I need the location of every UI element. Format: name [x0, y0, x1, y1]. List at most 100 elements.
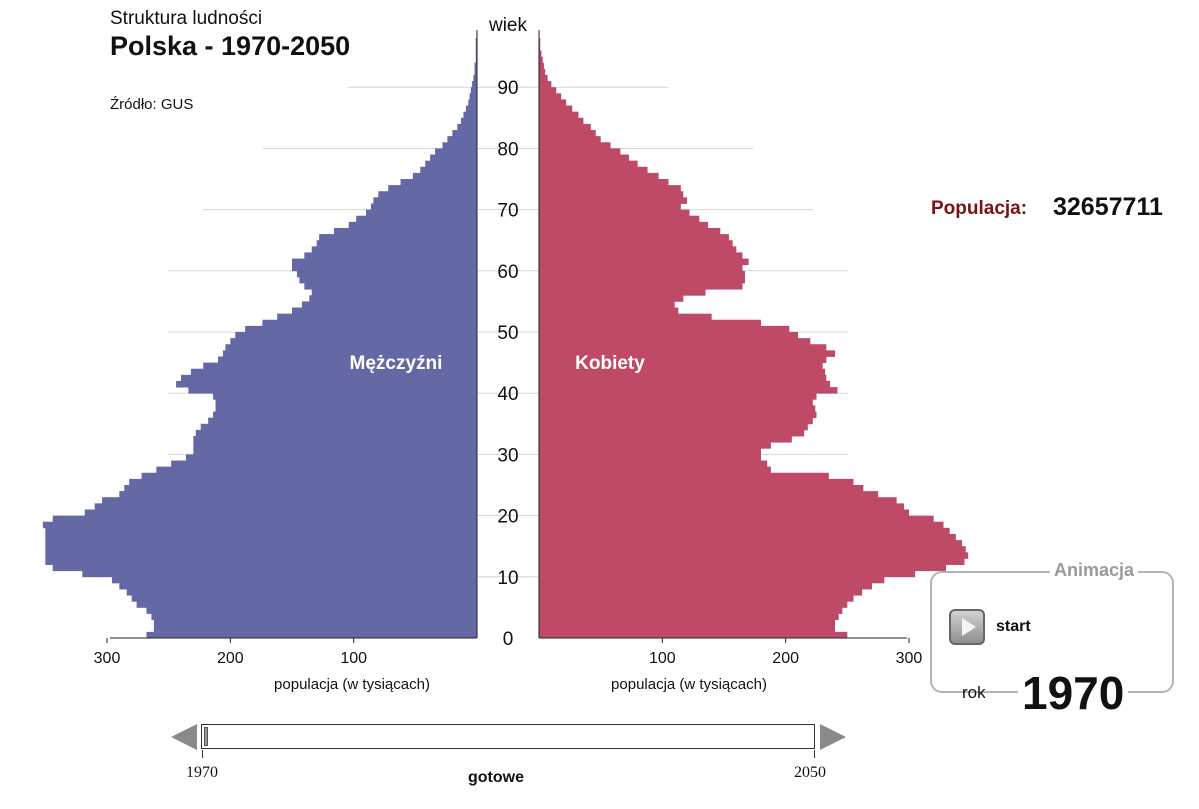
- bar-men: [470, 87, 477, 94]
- bar-women: [539, 356, 827, 363]
- bar-men: [45, 552, 477, 559]
- bar-women: [539, 374, 827, 382]
- bar-women: [539, 466, 771, 474]
- bar-women: [539, 472, 829, 480]
- bar-men: [309, 295, 477, 302]
- bar-men: [146, 607, 478, 614]
- bar-men: [292, 258, 477, 266]
- bar-women: [539, 589, 863, 596]
- bar-women: [539, 209, 690, 217]
- bar-women: [539, 515, 934, 523]
- bar-women: [539, 540, 963, 547]
- bar-men: [84, 509, 477, 516]
- bar-women: [539, 191, 684, 198]
- bar-men: [193, 442, 477, 449]
- bar-women: [539, 387, 838, 394]
- bar-men: [452, 130, 477, 137]
- slider-prev-arrow-icon[interactable]: [171, 724, 197, 750]
- bar-women: [539, 87, 557, 94]
- slider-end-tick: [814, 750, 815, 758]
- bar-women: [539, 62, 544, 70]
- play-button[interactable]: [949, 609, 985, 645]
- bar-men: [475, 56, 477, 64]
- bar-men: [333, 227, 477, 235]
- slider-min-label: 1970: [186, 764, 218, 781]
- bar-men: [319, 234, 477, 241]
- bar-women: [539, 93, 562, 100]
- bar-men: [195, 429, 477, 437]
- bar-women: [539, 576, 885, 584]
- bar-women: [539, 478, 854, 486]
- bar-women: [539, 460, 768, 468]
- bar-women: [539, 368, 826, 376]
- bar-men: [435, 148, 477, 155]
- animation-title: Animacja: [1050, 560, 1139, 581]
- bar-women: [539, 295, 684, 302]
- bar-men: [469, 93, 477, 100]
- bar-men: [370, 203, 477, 210]
- chart-subtitle: Struktura ludności: [110, 8, 263, 29]
- bar-men: [412, 172, 477, 180]
- bar-women: [539, 595, 854, 602]
- bar-women: [539, 497, 897, 504]
- bar-men: [82, 570, 478, 578]
- bar-men: [215, 405, 477, 412]
- bar-women: [539, 399, 813, 406]
- bar-men: [373, 197, 477, 204]
- bar-men: [222, 350, 477, 357]
- bar-women: [539, 564, 946, 572]
- bar-women: [539, 423, 808, 431]
- animation-panel: Animacja start rok 1970: [930, 560, 1174, 719]
- bar-men: [213, 393, 478, 400]
- bar-men: [176, 380, 477, 388]
- bar-men: [311, 246, 477, 253]
- bar-men: [129, 478, 477, 486]
- bar-women: [539, 142, 611, 149]
- bar-men: [299, 276, 477, 284]
- bar-men: [45, 540, 477, 547]
- annotation-men: Mężczyźni: [350, 353, 443, 374]
- bar-women: [539, 313, 712, 321]
- bar-women: [539, 448, 761, 455]
- bar-men: [292, 307, 477, 315]
- population-value: 32657711: [1053, 193, 1163, 221]
- bar-men: [348, 221, 477, 229]
- year-value: 1970: [1018, 667, 1129, 719]
- year-slider[interactable]: [201, 724, 815, 749]
- bar-women: [539, 533, 956, 541]
- bar-women: [539, 601, 848, 608]
- bar-men: [442, 142, 477, 149]
- bar-men: [366, 209, 477, 217]
- bar-women: [539, 99, 567, 106]
- bar-men: [430, 154, 477, 162]
- xaxis-title-right: populacja (w tysiącach): [611, 676, 767, 693]
- age-tick-label: 20: [497, 507, 518, 528]
- bar-women: [539, 227, 721, 235]
- bar-women: [539, 179, 669, 186]
- bar-women: [539, 68, 546, 76]
- xtick-label-right: 300: [896, 650, 923, 667]
- bar-women: [539, 240, 733, 247]
- bar-women: [539, 130, 596, 137]
- bar-men: [102, 497, 478, 504]
- bar-men: [304, 252, 477, 259]
- bar-men: [52, 564, 477, 572]
- bar-men: [304, 283, 477, 290]
- bar-women: [539, 117, 584, 125]
- xtick-label-left: 300: [94, 650, 121, 667]
- bar-men: [124, 485, 478, 492]
- xaxis-title-left: populacja (w tysiącach): [274, 676, 430, 693]
- bar-men: [52, 515, 477, 523]
- slider-thumb[interactable]: [204, 727, 208, 746]
- bar-women: [539, 270, 745, 278]
- slider-next-arrow-icon[interactable]: [820, 724, 846, 750]
- bar-men: [420, 166, 477, 174]
- age-tick-label: 10: [497, 568, 518, 589]
- bar-women: [539, 582, 872, 590]
- bar-men: [181, 374, 477, 382]
- slider-max-label: 2050: [794, 764, 826, 781]
- bar-women: [539, 417, 813, 425]
- bar-women: [539, 136, 601, 143]
- bar-men: [475, 50, 477, 57]
- bar-women: [539, 81, 552, 88]
